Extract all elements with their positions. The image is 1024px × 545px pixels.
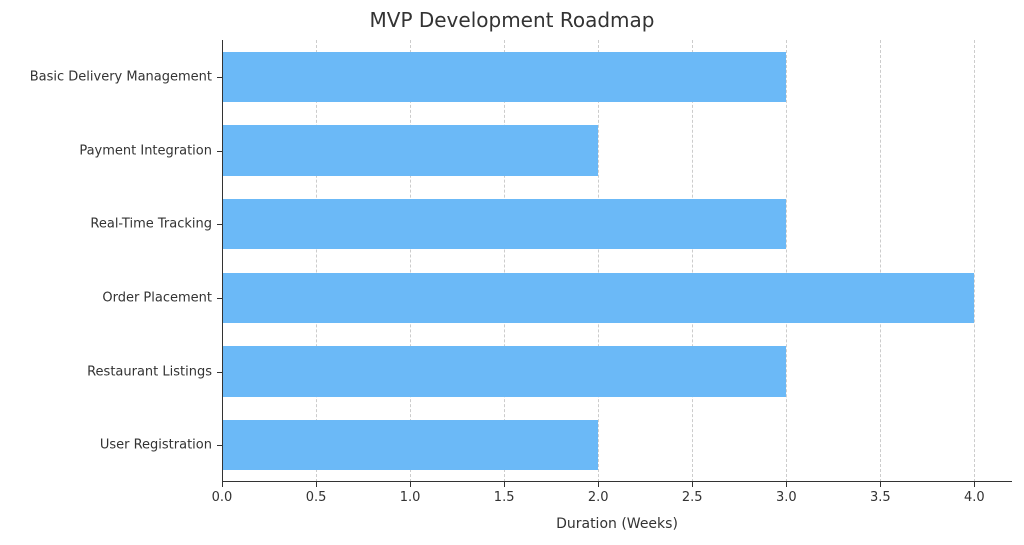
x-tick [786,482,787,487]
x-tick [222,482,223,487]
y-tick-label: Payment Integration [79,143,222,158]
x-gridline [880,40,881,482]
x-tick [974,482,975,487]
chart-container: MVP Development Roadmap 0.00.51.01.52.02… [0,0,1024,545]
x-axis-line: 0.00.51.01.52.02.53.03.54.0 [222,481,1012,482]
bar [222,199,786,249]
y-tick-label: Real-Time Tracking [90,217,222,232]
x-tick [316,482,317,487]
bar [222,52,786,102]
y-tick-label: User Registration [100,438,222,453]
y-tick-label: Restaurant Listings [87,364,222,379]
bar [222,273,974,323]
x-tick-label: 1.5 [494,490,515,505]
x-tick [410,482,411,487]
x-tick-label: 3.5 [870,490,891,505]
x-tick [880,482,881,487]
x-tick-label: 0.5 [306,490,327,505]
y-tick-label: Basic Delivery Management [30,69,222,84]
x-gridline [410,40,411,482]
y-tick-label: Order Placement [102,290,222,305]
x-gridline [974,40,975,482]
plot-area: 0.00.51.01.52.02.53.03.54.0 User Registr… [222,40,1012,482]
x-tick [598,482,599,487]
x-gridline [692,40,693,482]
bar [222,346,786,396]
bar [222,420,598,470]
plot-inner [222,40,1012,482]
x-gridline [786,40,787,482]
x-gridline [598,40,599,482]
x-tick [504,482,505,487]
x-tick-label: 4.0 [964,490,985,505]
bar [222,125,598,175]
chart-title: MVP Development Roadmap [0,8,1024,32]
x-axis-label: Duration (Weeks) [222,516,1012,532]
x-gridline [316,40,317,482]
x-gridline [504,40,505,482]
x-tick-label: 2.5 [682,490,703,505]
x-tick-label: 1.0 [400,490,421,505]
y-axis-line [222,40,223,482]
x-tick-label: 2.0 [588,490,609,505]
x-tick [692,482,693,487]
x-tick-label: 3.0 [776,490,797,505]
x-tick-label: 0.0 [212,490,233,505]
